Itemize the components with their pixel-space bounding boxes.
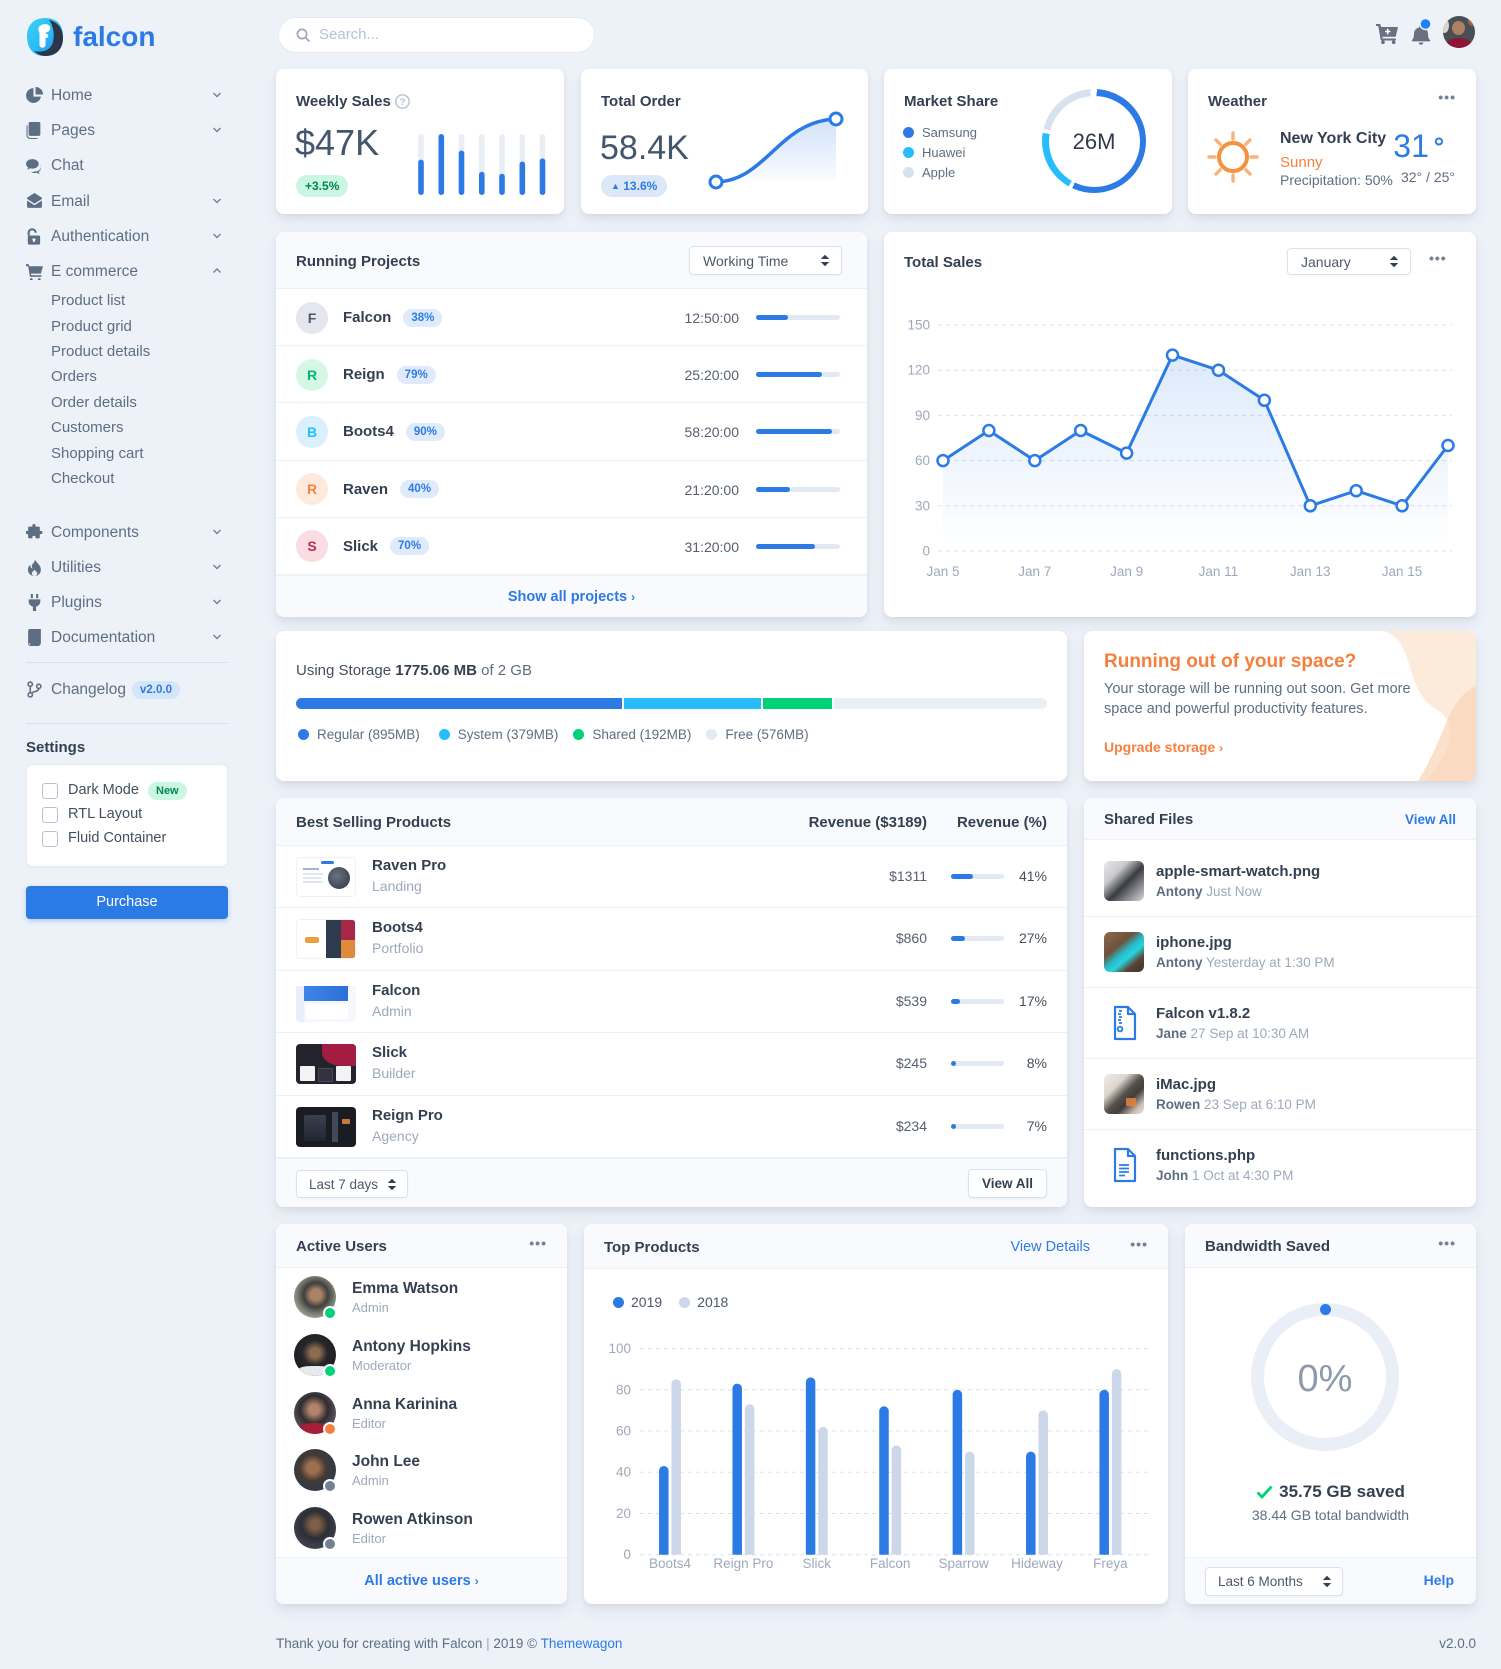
svg-text:Jan 7: Jan 7 [1018,564,1051,579]
svg-text:Hideway: Hideway [1011,1556,1063,1571]
svg-text:Jan 9: Jan 9 [1110,564,1143,579]
svg-text:30: 30 [915,498,930,513]
svg-text:100: 100 [608,1341,631,1356]
svg-text:60: 60 [616,1424,631,1439]
svg-text:Falcon: Falcon [870,1556,911,1571]
svg-text:0: 0 [922,544,930,559]
svg-text:Jan 5: Jan 5 [926,564,959,579]
svg-text:80: 80 [616,1382,631,1397]
svg-text:Jan 11: Jan 11 [1199,564,1239,579]
svg-text:?: ? [400,97,406,108]
svg-text:Boots4: Boots4 [649,1556,692,1571]
svg-text:Reign Pro: Reign Pro [713,1556,773,1571]
svg-text:Slick: Slick [803,1556,832,1571]
svg-text:60: 60 [915,453,930,468]
svg-text:150: 150 [907,318,930,333]
svg-text:40: 40 [616,1465,631,1480]
svg-text:0: 0 [623,1547,631,1562]
svg-text:Jan 13: Jan 13 [1290,564,1331,579]
svg-text:Jan 15: Jan 15 [1382,564,1423,579]
svg-text:90: 90 [915,408,930,423]
svg-text:120: 120 [907,363,930,378]
svg-text:Freya: Freya [1093,1556,1128,1571]
svg-text:20: 20 [616,1506,631,1521]
svg-text:Sparrow: Sparrow [938,1556,989,1571]
